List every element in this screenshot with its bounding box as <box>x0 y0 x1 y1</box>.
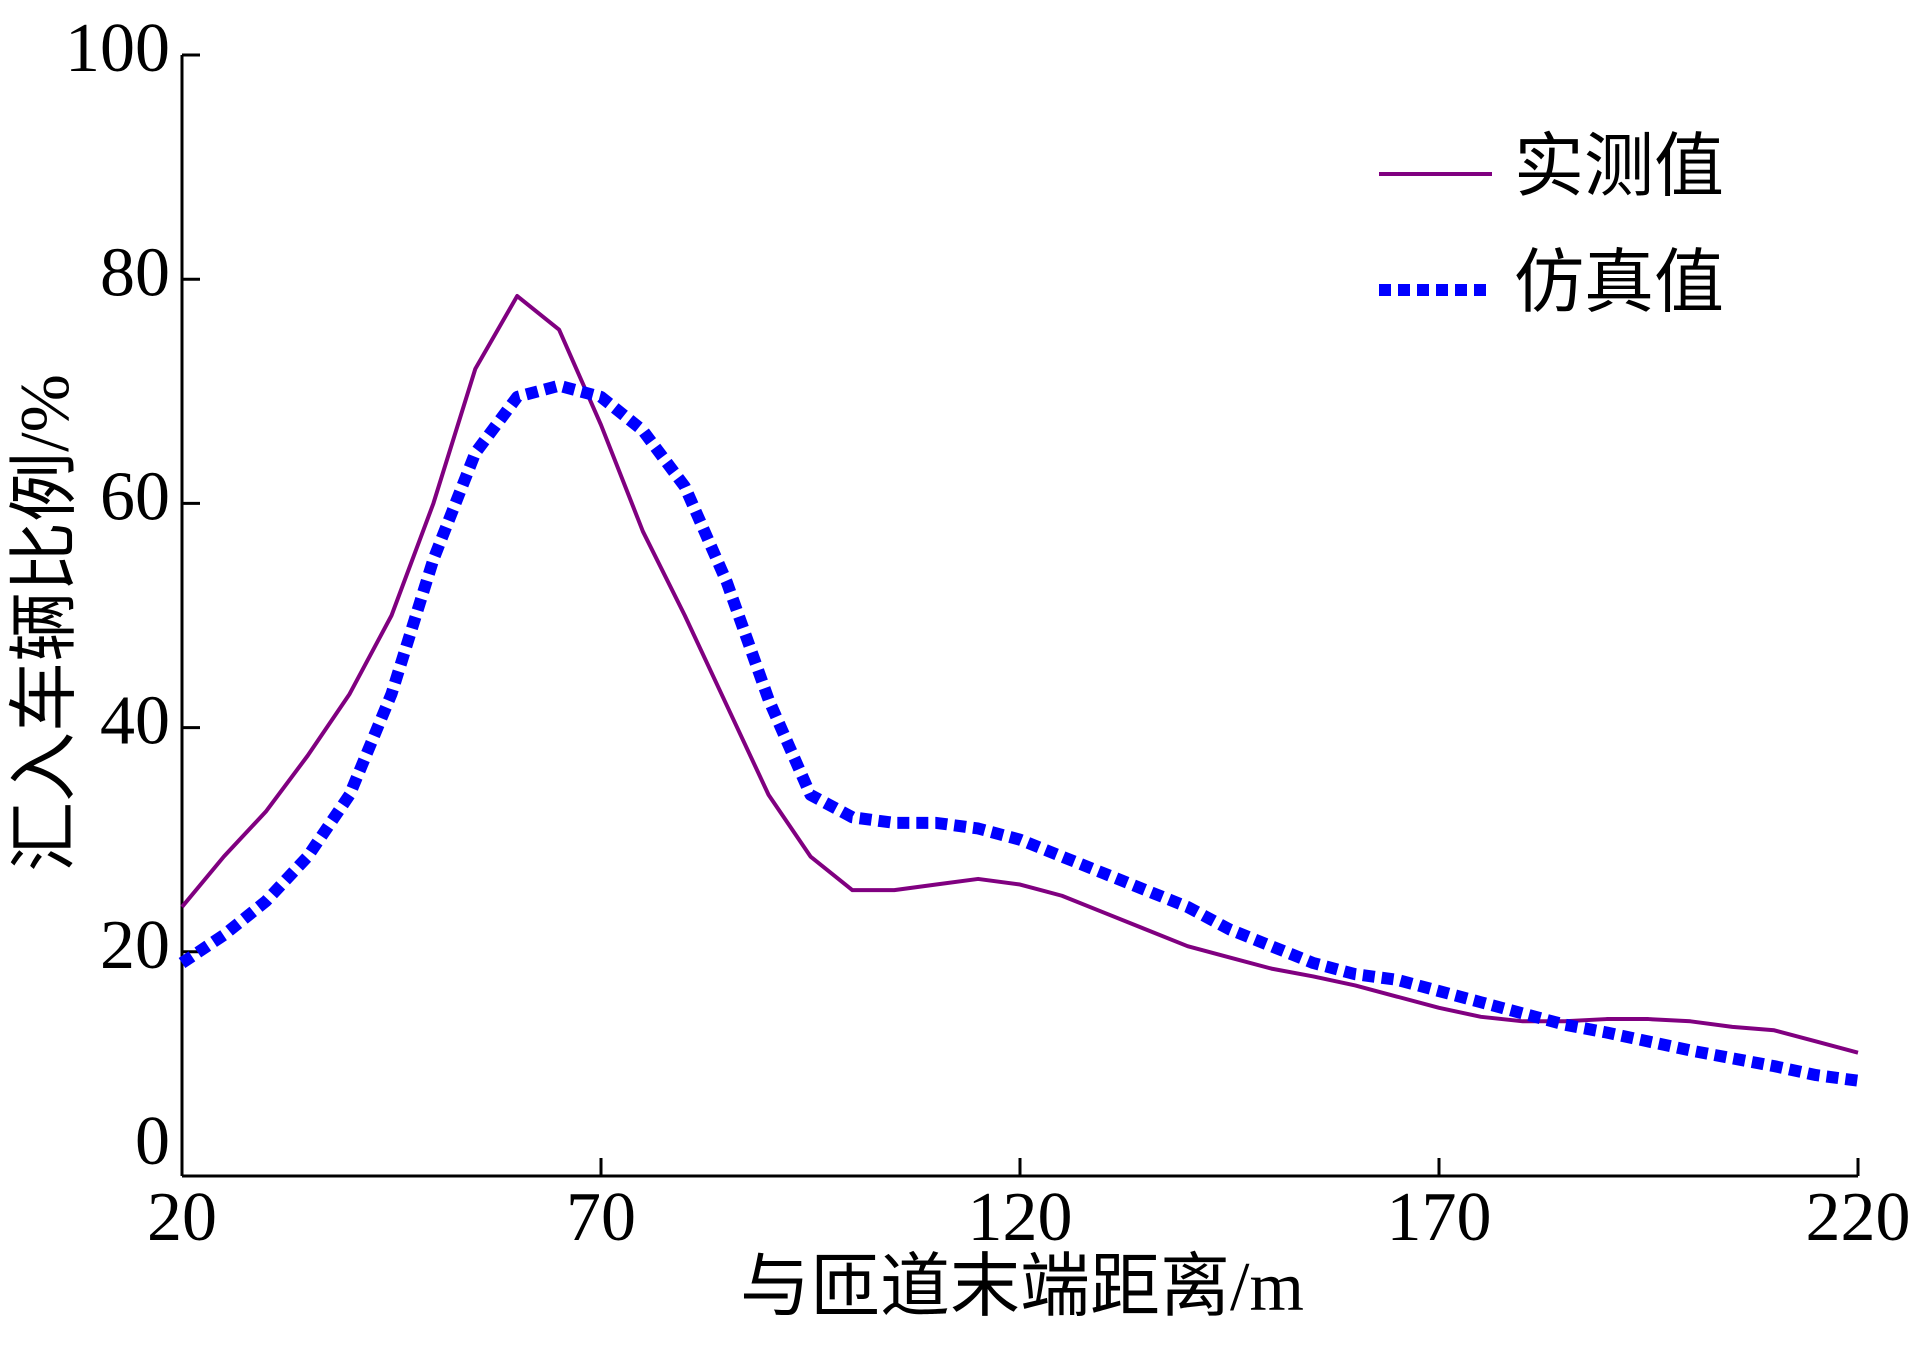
y-tick-label: 0 <box>135 1103 170 1180</box>
legend-label: 实测值 <box>1514 129 1724 206</box>
x-tick-label: 220 <box>1806 1179 1911 1256</box>
legend-label: 仿真值 <box>1514 245 1724 322</box>
x-axis-label: 与匝道末端距离/m <box>740 1249 1304 1326</box>
y-tick-label: 100 <box>65 10 170 87</box>
data-line <box>180 294 1859 1055</box>
y-tick-label: 60 <box>100 458 170 535</box>
x-tick-label: 20 <box>147 1179 217 1256</box>
data-line <box>178 379 1859 1087</box>
y-axis-label: 汇入车辆比例/% <box>7 374 84 872</box>
x-tick-label: 70 <box>566 1179 636 1256</box>
y-tick-label: 80 <box>100 234 170 311</box>
y-tick-label: 20 <box>100 907 170 984</box>
x-tick-label: 120 <box>968 1179 1073 1256</box>
x-tick-label: 170 <box>1387 1179 1492 1256</box>
y-tick-label: 40 <box>100 683 170 760</box>
